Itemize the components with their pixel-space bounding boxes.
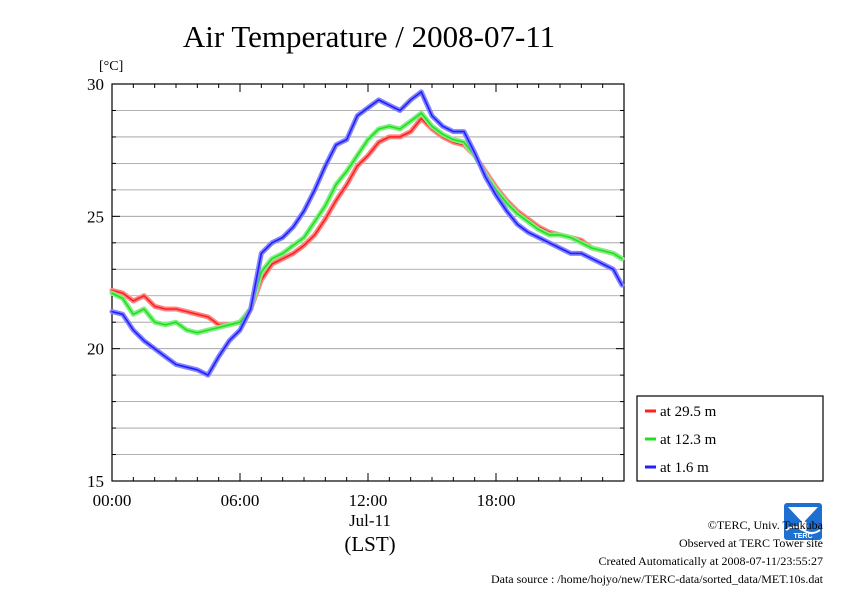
x-tick-label: 12:00: [349, 491, 388, 510]
footer-created: Created Automatically at 2008-07-11/23:5…: [598, 554, 823, 568]
series-line-halo: [109, 110, 625, 336]
x-date-label: Jul-11: [349, 511, 391, 530]
series-line-halo: [109, 115, 625, 328]
series-line: [111, 117, 623, 326]
series-line: [111, 112, 623, 334]
x-axis-label: (LST): [344, 532, 395, 556]
x-tick-label: 18:00: [477, 491, 516, 510]
y-tick-label: 30: [87, 75, 104, 94]
legend-box: [636, 395, 824, 482]
footer-observed: Observed at TERC Tower site: [678, 536, 823, 550]
logo-text: TERC: [793, 533, 812, 540]
x-tick-labels: 00:00 06:00 12:00 18:00: [93, 491, 516, 510]
legend: at 29.5 m at 12.3 m at 1.6 m: [645, 404, 717, 476]
axis-ticks: [111, 83, 625, 482]
legend-label: at 1.6 m: [660, 460, 709, 476]
y-tick-label: 25: [87, 207, 104, 226]
y-tick-label: 15: [87, 472, 104, 491]
series-lines: [109, 89, 625, 378]
grid: [112, 110, 624, 455]
footer-copyright: ©TERC, Univ. Tsukuba: [707, 518, 823, 532]
chart-title: Air Temperature / 2008-07-11: [183, 19, 555, 54]
legend-label: at 12.3 m: [660, 432, 717, 448]
terc-logo: TERC: [784, 503, 822, 540]
y-axis-label: [°C]: [99, 59, 123, 74]
x-tick-label: 00:00: [93, 491, 132, 510]
legend-label: at 29.5 m: [660, 404, 717, 420]
y-tick-labels: 15 20 25 30: [87, 75, 104, 491]
footer-source: Data source : /home/hojyo/new/TERC-data/…: [490, 572, 823, 586]
series-line: [111, 91, 623, 376]
x-tick-label: 06:00: [221, 491, 260, 510]
y-tick-label: 20: [87, 340, 104, 359]
